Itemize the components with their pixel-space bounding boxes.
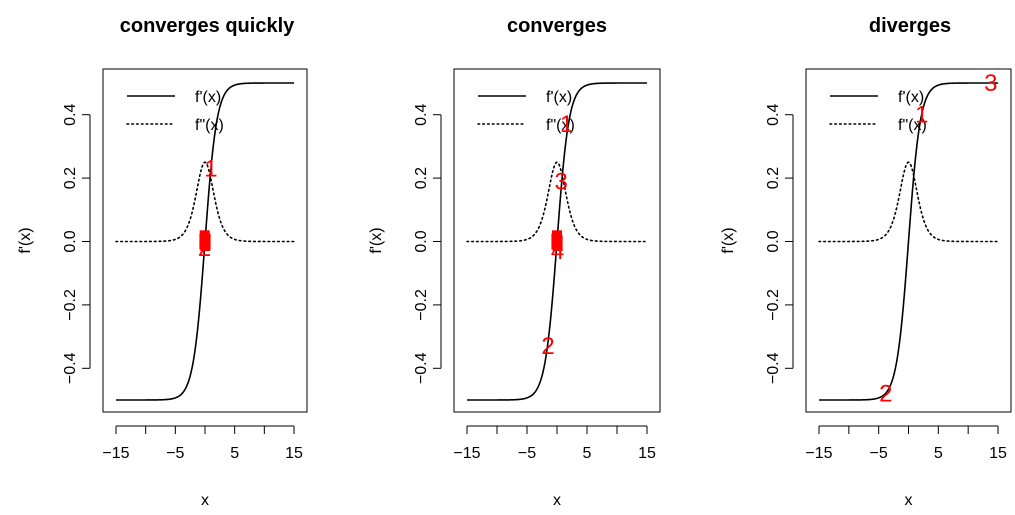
y-axis-label: f'(x) [368,227,385,253]
iterate-label: 1 [560,111,573,138]
y-tick-label: 0.4 [62,103,79,125]
iterates: 12 [198,155,218,262]
y-tick-label: 0.2 [413,167,430,189]
y-tick-label: −0.4 [765,352,782,384]
y-tick-label: 0.0 [62,230,79,252]
y-tick-label: 0.0 [413,230,430,252]
y-tick-label: 0.4 [413,103,430,125]
y-tick-label: 0.2 [62,167,79,189]
panel-converges-quickly: converges quickly −15 −5 5 15 x −0.4 −0.2 0.0 0.2… [17,15,308,509]
x-axis: −15 −5 5 15 x [453,425,656,509]
x-tick-label: 5 [583,445,592,462]
x-tick-label: −15 [102,445,129,462]
chart-title: diverges [869,15,951,37]
y-axis: −0.4 −0.2 0.0 0.2 0.4 f'(x) [17,103,91,384]
x-tick-label: −5 [870,445,888,462]
chart-title: converges [507,15,607,37]
panel-converges: converges −15 −5 5 15 x −0.4 −0.2 0.0 0.2 0.4 f'(x)… [368,15,661,509]
x-tick-label: −15 [453,445,480,462]
iterate-label: 2 [879,381,892,408]
x-tick-label: 5 [230,445,239,462]
y-tick-label: 0.0 [765,230,782,252]
legend-label: f'(x) [898,89,924,106]
y-axis-label: f'(x) [17,227,34,253]
x-tick-label: 5 [934,445,943,462]
y-tick-label: −0.4 [413,352,430,384]
plot-frame [102,68,308,413]
legend: f'(x) f"(x) [477,89,575,134]
x-tick-label: 15 [285,445,303,462]
y-tick-label: −0.4 [62,352,79,384]
legend-label: f"(x) [195,117,224,134]
x-axis-label: x [905,492,913,509]
x-tick-label: −15 [805,445,832,462]
iterate-marker [200,235,211,252]
panel-diverges: diverges−15 −5 5 15x−0.4−0.20.00.20.4f'(x)f… [720,15,1012,509]
plot-frame [453,68,661,413]
iterates: 1 2 3 [879,70,997,408]
series-line-f-prime [819,82,998,401]
iterate-label: 2 [541,333,554,360]
x-tick-label: −5 [518,445,536,462]
y-tick-label: −0.2 [62,289,79,321]
legend-label: f'(x) [195,89,221,106]
x-axis-label: x [201,492,209,509]
x-axis-label: x [553,492,561,509]
series-line-f-double-prime [115,161,295,243]
x-axis: −15 −5 5 15 x [102,425,303,509]
y-tick-label: −0.2 [413,289,430,321]
chart-title: converges quickly [120,15,295,37]
legend-label: f"(x) [898,117,927,134]
y-axis: −0.4 −0.2 0.0 0.2 0.4 f'(x) [720,103,794,384]
iterate-label: 3 [984,70,997,97]
y-tick-label: −0.2 [765,289,782,321]
legend: f'(x) f"(x) [829,89,927,134]
x-tick-label: 15 [638,445,656,462]
legend-label: f"(x) [546,117,575,134]
y-tick-label: 0.4 [765,103,782,125]
y-tick-label: 0.2 [765,167,782,189]
iterate-label: 1 [915,102,928,129]
plot-frame [805,68,1012,413]
legend: f'(x) f"(x) [126,89,224,134]
y-axis: −0.4 −0.2 0.0 0.2 0.4 f'(x) [368,103,442,384]
iterate-label: 3 [555,168,568,195]
legend-label: f'(x) [546,89,572,106]
series-line-f-double-prime [466,161,648,243]
iterate-marker [552,235,563,252]
x-tick-label: 15 [989,445,1007,462]
x-tick-label: −5 [166,445,184,462]
y-axis-label: f'(x) [720,227,737,253]
x-axis: −15 −5 5 15 x [805,425,1007,509]
iterate-label: 1 [204,155,217,182]
series-line-f-double-prime [818,161,999,243]
